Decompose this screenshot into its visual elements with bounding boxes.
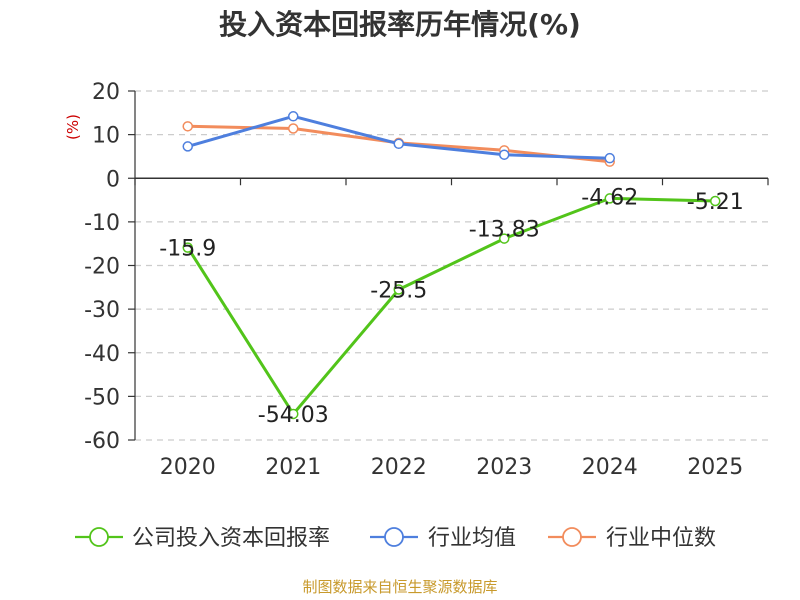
data-labels: -15.9 -54.03 -25.5 -13.83 -4.62 -5.21: [159, 185, 743, 428]
legend: 公司投入资本回报率 行业均值 行业中位数: [75, 526, 716, 551]
data-point: [288, 408, 299, 420]
data-label: -54.03: [258, 403, 329, 428]
data-label: -25.5: [370, 278, 427, 303]
y-tick-label: -30: [84, 298, 120, 323]
data-label: -5.21: [687, 190, 744, 215]
series-line: [186, 196, 716, 416]
data-point: [604, 152, 615, 164]
data-point: [393, 284, 404, 295]
x-tick-label: 2024: [582, 455, 638, 480]
data-point: [499, 149, 510, 160]
legend-item: 公司投入资本回报率: [75, 526, 330, 551]
y-tick-label: 10: [92, 124, 120, 149]
y-tick-label: -40: [84, 342, 120, 367]
data-point: [710, 195, 721, 207]
y-tick-label: 20: [92, 80, 120, 105]
x-tick-label: 2022: [371, 455, 427, 480]
data-label: -15.9: [159, 237, 216, 262]
data-point: [182, 242, 193, 253]
data-point: [288, 123, 299, 134]
data-point: [182, 121, 193, 132]
x-tick-label: 2025: [687, 455, 743, 480]
legend-swatch-marker: [89, 527, 109, 547]
y-axis-ticks: 20 10 0 -10 -20 -30 -40 -50 -60: [84, 80, 135, 454]
data-label: -4.62: [581, 185, 638, 210]
x-axis-ticks: 2020 2021 2022 2023 2024 2025: [160, 455, 744, 480]
data-point: [604, 193, 615, 204]
data-label: -13.83: [469, 218, 540, 243]
source-note: 制图数据来自恒生聚源数据库: [302, 578, 497, 596]
y-tick-label: -50: [84, 385, 120, 410]
y-axis-unit: (%): [64, 114, 82, 140]
data-point: [499, 233, 510, 244]
data-point: [288, 111, 299, 122]
x-tick-label: 2021: [265, 455, 321, 480]
legend-item: 行业中位数: [548, 526, 716, 551]
x-tick-label: 2020: [160, 455, 216, 480]
legend-swatch-marker: [562, 527, 582, 547]
y-tick-label: -10: [84, 211, 120, 236]
y-tick-label: -60: [84, 429, 120, 454]
x-tick-label: 2023: [476, 455, 532, 480]
legend-item: 行业均值: [370, 526, 516, 551]
legend-swatch-marker: [384, 527, 404, 547]
y-tick-label: 0: [106, 167, 120, 192]
series-line: [187, 114, 610, 160]
data-point: [393, 138, 404, 150]
data-point: [182, 141, 193, 152]
legend-label: 行业均值: [428, 526, 516, 551]
legend-label: 公司投入资本回报率: [132, 526, 330, 551]
chart-title: 投入资本回报率历年情况(%): [219, 8, 581, 41]
y-tick-label: -20: [84, 255, 120, 280]
legend-label: 行业中位数: [606, 526, 716, 551]
series-layer: [182, 111, 721, 420]
